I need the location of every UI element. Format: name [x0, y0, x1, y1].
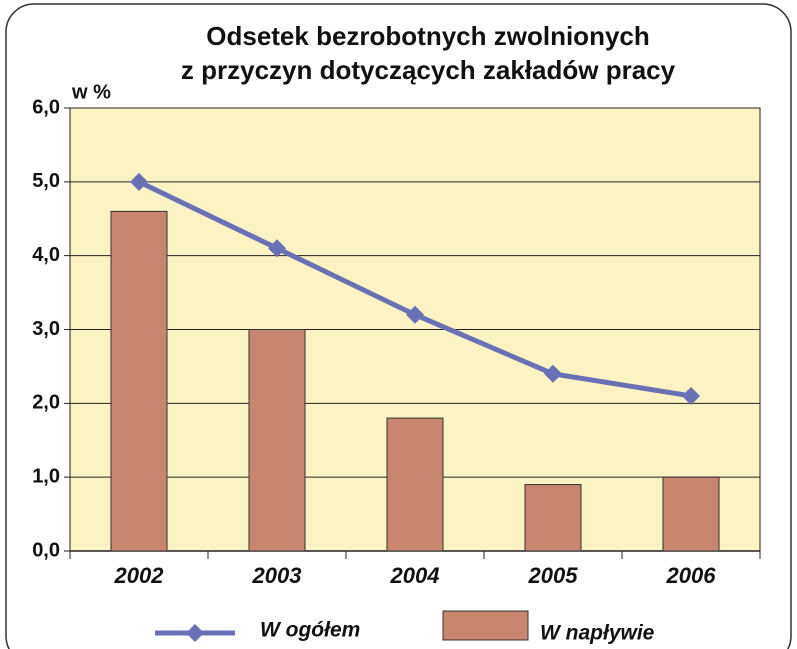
legend-swatch	[442, 610, 529, 641]
legend-label: W ogółem	[260, 619, 360, 642]
y-tick-label: 1,0	[32, 465, 60, 487]
y-tick-label: 5,0	[32, 170, 60, 192]
legend-swatch	[186, 624, 204, 642]
bar	[662, 476, 720, 552]
y-tick-label: 0,0	[32, 539, 60, 561]
y-tick-label: 6,0	[32, 96, 60, 118]
x-tick-label: 2004	[390, 563, 440, 588]
marker	[406, 305, 424, 324]
marker	[682, 386, 700, 405]
marker	[268, 239, 286, 258]
y-tick-label: 2,0	[32, 392, 60, 414]
x-tick-label: 2006	[666, 563, 717, 588]
legend-label: W napływie	[540, 622, 655, 645]
bar	[524, 484, 582, 552]
bar	[110, 210, 168, 552]
y-tick-label: 3,0	[32, 318, 60, 340]
bar	[386, 417, 444, 552]
x-tick-label: 2002	[114, 563, 165, 588]
chart-title: Odsetek bezrobotnych zwolnionych	[206, 21, 650, 51]
bar	[248, 329, 306, 552]
marker	[544, 364, 562, 383]
x-tick-label: 2005	[528, 563, 579, 588]
y-axis-label: w %	[71, 81, 111, 103]
x-tick-label: 2003	[252, 563, 302, 588]
y-tick-label: 4,0	[32, 244, 60, 266]
marker	[130, 172, 148, 191]
chart-title: z przyczyn dotyczących zakładów pracy	[181, 55, 676, 85]
